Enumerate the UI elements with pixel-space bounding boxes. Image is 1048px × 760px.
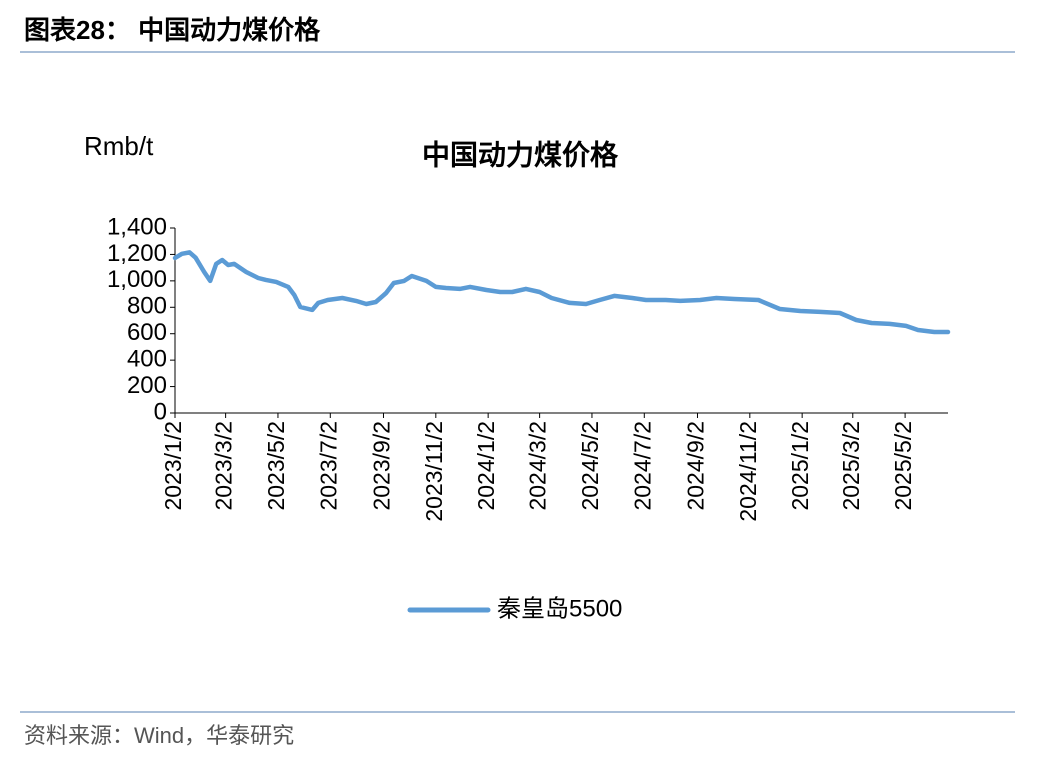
x-tick-label: 2023/1/2 (160, 421, 186, 511)
x-tick-label: 2025/3/2 (838, 421, 864, 511)
source-note: 资料来源：Wind，华泰研究 (24, 723, 294, 748)
y-tick-label: 1,400 (107, 213, 167, 240)
series-line (172, 250, 951, 335)
x-tick-label: 2023/7/2 (315, 421, 341, 511)
x-tick-label: 2024/3/2 (525, 421, 551, 511)
y-tick-label: 400 (127, 345, 167, 372)
y-tick-label: 1,000 (107, 266, 167, 293)
x-tick-label: 2023/5/2 (263, 421, 289, 511)
x-tick-label: 2024/1/2 (473, 421, 499, 511)
x-tick-label: 2023/11/2 (421, 421, 447, 522)
x-tick-label: 2023/3/2 (211, 421, 237, 511)
x-tick-label: 2023/9/2 (369, 421, 395, 511)
x-tick-label: 2024/9/2 (683, 421, 709, 511)
y-tick-label: 600 (127, 319, 167, 346)
chart-title: 中国动力煤价格 (422, 139, 619, 170)
y-axis-label: Rmb/t (84, 131, 154, 161)
y-tick-label: 1,200 (107, 240, 167, 267)
x-tick-label: 2024/11/2 (735, 421, 761, 522)
x-tick-label: 2025/1/2 (787, 421, 813, 511)
y-tick-label: 800 (127, 293, 167, 320)
legend-label: 秦皇岛5500 (497, 595, 622, 622)
header-title: 图表28： 中国动力煤价格 (24, 15, 321, 45)
x-tick-label: 2024/5/2 (577, 421, 603, 511)
x-tick-label: 2024/7/2 (629, 421, 655, 511)
y-tick-label: 200 (127, 372, 167, 399)
y-tick-label: 0 (154, 398, 167, 425)
x-tick-label: 2025/5/2 (890, 421, 916, 511)
